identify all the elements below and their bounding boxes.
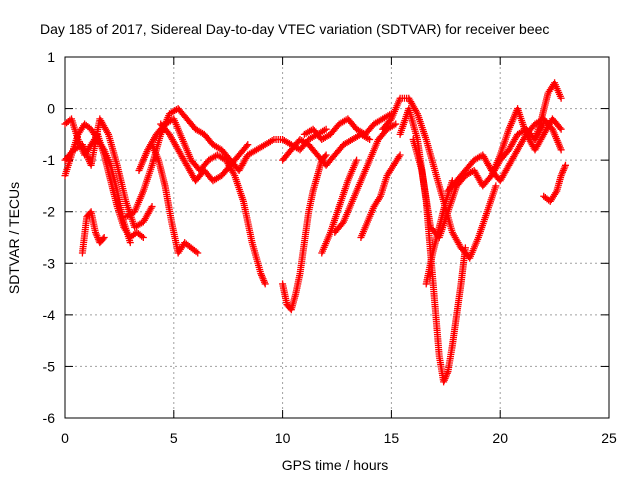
data-point <box>557 94 565 102</box>
data-points <box>61 79 569 386</box>
data-point <box>322 151 330 159</box>
chart-title: Day 185 of 2017, Sidereal Day-to-day VTE… <box>40 21 549 37</box>
x-tick-label: 0 <box>61 430 69 446</box>
data-point <box>244 141 252 149</box>
data-point <box>396 151 404 159</box>
series-sat-9 <box>279 151 330 314</box>
y-tick-label: -2 <box>43 204 56 220</box>
y-tick-label: -5 <box>43 358 56 374</box>
data-point <box>243 142 251 150</box>
series-sat-22 <box>540 161 569 205</box>
series-sat-4 <box>78 208 108 257</box>
data-point <box>321 152 329 160</box>
y-tick-label: -6 <box>43 410 56 426</box>
data-point <box>557 125 565 133</box>
data-point <box>100 234 108 241</box>
series-sat-2 <box>61 120 134 247</box>
data-point <box>194 249 202 257</box>
series-sat-21 <box>531 79 565 144</box>
x-tick-label: 25 <box>601 430 617 446</box>
series-sat-17 <box>409 120 548 241</box>
data-point <box>366 136 374 144</box>
x-axis-label: GPS time / hours <box>282 457 389 473</box>
x-tick-label: 5 <box>170 430 178 446</box>
x-tick-label: 20 <box>492 430 508 446</box>
data-point <box>492 182 500 190</box>
y-tick-label: -4 <box>43 307 56 323</box>
data-point <box>138 232 146 240</box>
y-tick-label: -3 <box>43 255 56 271</box>
y-tick-label: -1 <box>43 152 56 168</box>
series-sat-10 <box>279 130 374 169</box>
data-point <box>561 161 569 169</box>
series-sat-8 <box>157 120 252 185</box>
series-sat-5 <box>122 105 330 221</box>
y-tick-label: 1 <box>47 49 55 65</box>
series-sat-12 <box>318 156 361 257</box>
series-sat-14 <box>357 151 404 241</box>
data-point <box>261 280 269 288</box>
series-sat-20 <box>487 105 565 180</box>
series-sat-7 <box>148 141 202 257</box>
data-point <box>556 124 564 132</box>
x-tick-label: 15 <box>384 430 400 446</box>
data-point <box>461 244 469 252</box>
series-sat-6 <box>135 115 269 288</box>
data-point <box>392 120 400 128</box>
data-point <box>126 239 134 247</box>
data-point <box>353 156 361 164</box>
data-point <box>192 248 200 256</box>
x-tick-label: 10 <box>275 430 291 446</box>
series-sat-18 <box>422 177 456 288</box>
data-point <box>557 146 565 154</box>
plot-frame <box>64 56 610 419</box>
series-sat-3 <box>61 115 156 231</box>
data-point <box>99 235 107 243</box>
data-point <box>322 125 330 133</box>
y-tick-label: 0 <box>47 101 55 117</box>
y-axis-label: SDTVAR / TECUs <box>6 182 22 294</box>
data-point <box>148 203 156 211</box>
series-sat-13 <box>331 120 400 236</box>
data-point <box>139 234 147 241</box>
